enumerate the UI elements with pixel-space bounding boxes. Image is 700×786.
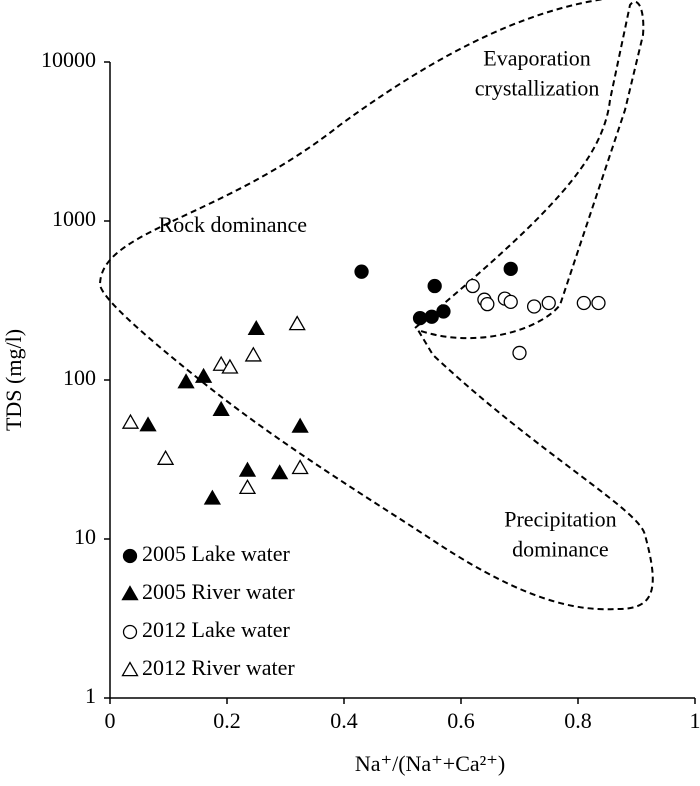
data-point [424,309,439,324]
series-1 [139,319,309,505]
y-tick-label: 10000 [41,47,96,72]
data-point [177,373,195,389]
series-3 [121,315,309,495]
data-point [503,294,518,310]
series-2 [465,278,606,361]
data-point [291,459,309,475]
x-axis-title: Na⁺/(Na⁺+Ca²⁺) [355,751,505,776]
data-point [591,295,606,311]
x-tick-label: 0 [105,708,116,733]
x-tick-label: 0.4 [330,708,358,733]
y-axis-title: TDS (mg/l) [1,329,26,431]
data-point [194,367,213,383]
data-point [221,358,239,374]
data-points [121,261,606,505]
series-0 [354,261,518,326]
data-point [139,416,157,432]
data-point [288,315,306,331]
legend-label: 2012 Lake water [142,617,290,642]
gibbs-boundary-curve [98,0,654,611]
data-point [354,264,369,279]
boundary-layer [98,0,654,611]
x-tick-label: 0.6 [447,708,475,733]
data-point [156,449,175,465]
legend-marker [121,661,139,677]
legend-marker [121,585,139,601]
y-tick-label: 100 [63,365,96,390]
y-tick-label: 10 [74,524,96,549]
legend-label: 2005 River water [142,579,295,604]
data-point [271,464,289,480]
legend-marker [122,624,138,640]
data-point [238,461,257,477]
y-tick-label: 1000 [52,206,96,231]
legend-marker [122,548,138,564]
data-point [244,346,262,362]
data-point [412,310,428,326]
data-point [212,400,230,417]
data-point [247,319,265,336]
legend: 2005 Lake water 2005 River water 2012 Lake… [121,541,295,680]
y-ticks: 1 10 100 1000 10000 [41,47,110,708]
x-tick-label: 0.2 [213,708,241,733]
y-tick-label: 1 [85,683,96,708]
annotation-label: crystallization [475,76,600,101]
x-tick-label: 1 [690,708,700,733]
data-point [541,295,556,311]
data-point [121,413,140,429]
data-point [512,345,527,361]
data-point [526,299,542,314]
data-point [503,261,518,277]
legend-label: 2012 River water [142,655,295,680]
x-tick-label: 0.8 [564,708,592,733]
annotation-label: Precipitation [504,506,616,531]
data-point [203,489,221,505]
data-point [436,304,451,319]
data-point [427,278,442,294]
data-point [212,355,230,371]
data-point [465,278,480,294]
annotation-label: dominance [512,536,609,561]
data-point [291,417,309,433]
data-point [576,295,591,311]
data-point [480,296,495,312]
x-ticks: 0 0.2 0.4 0.6 0.8 1 [105,698,700,733]
annotation-label: Evaporation [483,46,591,71]
legend-label: 2005 Lake water [142,541,290,566]
annotation-label: Rock dominance [159,212,307,237]
data-point [238,478,257,495]
annotations: Evaporation crystallization Rock dominance… [159,46,617,562]
